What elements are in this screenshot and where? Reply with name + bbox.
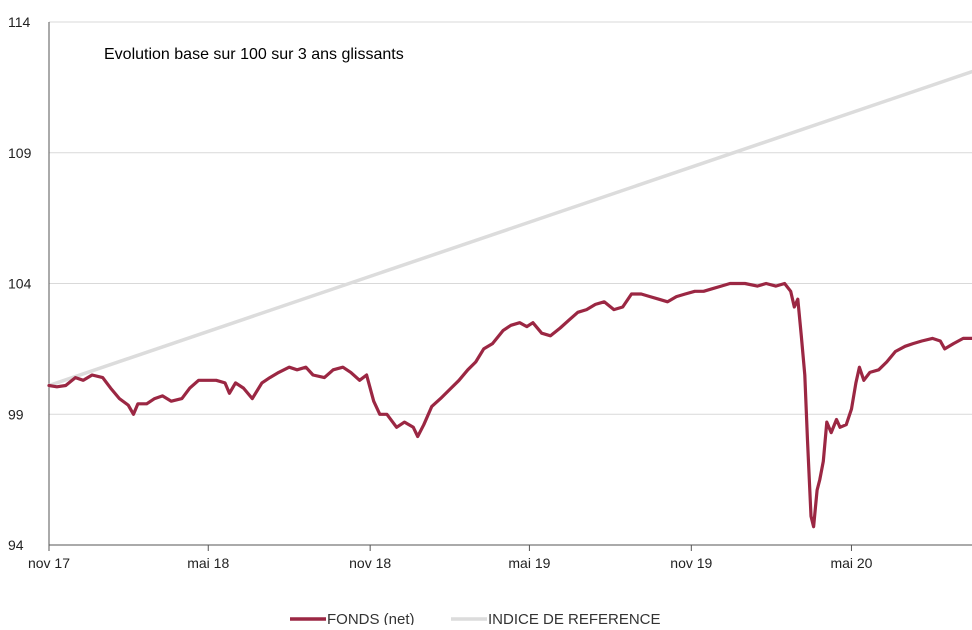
x-tick-label: nov 19 (670, 555, 712, 571)
x-tick-label: mai 19 (508, 555, 550, 571)
fund-series-line (47, 281, 972, 529)
x-tick-label: mai 20 (830, 555, 872, 571)
y-tick-label: 114 (8, 14, 31, 30)
y-tick-label: 99 (8, 406, 24, 422)
legend: FONDS (net) INDICE DE REFERENCE (290, 611, 661, 628)
y-tick-label: 109 (8, 145, 32, 161)
series-lines (47, 69, 972, 529)
x-tick-label: mai 18 (187, 555, 229, 571)
y-tick-label: 104 (8, 276, 32, 292)
axes: 94 99 104 109 114 nov 17 mai 18 nov 18 mai 19 nov… (8, 14, 972, 571)
benchmark-series-line (47, 69, 972, 388)
y-tick-label: 94 (8, 537, 24, 553)
x-tick-label: nov 17 (28, 555, 70, 571)
legend-label-benchmark: INDICE DE REFERENCE (488, 611, 661, 625)
gridlines (49, 21, 972, 415)
chart-title: Evolution base sur 100 sur 3 ans glissan… (104, 46, 404, 63)
legend-label-fund: FONDS (net) (327, 611, 415, 625)
x-tick-label: nov 18 (349, 555, 391, 571)
